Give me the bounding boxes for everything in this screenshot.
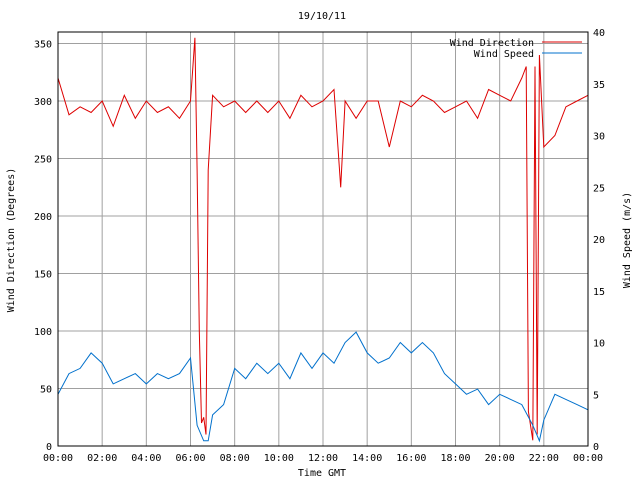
y-right-tick-label: 30	[593, 132, 605, 143]
tick-labels: 00:00 02:00 04:00 06:00 08:00 10:00 12:00 14:00…	[34, 28, 605, 464]
y-right-tick-label: 40	[593, 28, 605, 39]
y-axis-right-label: Wind Speed (m/s)	[622, 192, 633, 288]
x-tick-label: 12:00	[308, 453, 338, 464]
legend: Wind Direction Wind Speed	[450, 38, 582, 60]
plot-frame	[57, 31, 589, 447]
x-tick-label: 04:00	[131, 453, 161, 464]
chart-title: 19/10/11	[298, 11, 346, 22]
y-right-tick-label: 5	[593, 390, 599, 401]
x-tick-label: 00:00	[43, 453, 73, 464]
y-left-tick-label: 200	[34, 212, 52, 223]
series-lines	[57, 37, 589, 443]
x-tick-label: 06:00	[175, 453, 205, 464]
y-right-tick-label: 20	[593, 235, 605, 246]
y-right-tick-label: 35	[593, 80, 605, 91]
y-right-tick-label: 0	[593, 442, 599, 453]
y-left-tick-label: 350	[34, 40, 52, 51]
x-tick-label: 20:00	[485, 453, 515, 464]
x-axis-label: Time GMT	[298, 468, 346, 479]
y-right-tick-label: 25	[593, 183, 605, 194]
y-left-tick-label: 0	[46, 442, 52, 453]
y-right-tick-label: 15	[593, 287, 605, 298]
x-tick-label: 16:00	[396, 453, 426, 464]
series-line-wind-speed	[57, 331, 589, 443]
y-left-tick-label: 300	[34, 97, 52, 108]
y-right-tick-label: 10	[593, 339, 605, 350]
x-tick-label: 18:00	[440, 453, 470, 464]
x-tick-label: 02:00	[87, 453, 117, 464]
x-tick-label: 08:00	[220, 453, 250, 464]
y-left-tick-label: 100	[34, 327, 52, 338]
y-left-tick-label: 50	[40, 385, 52, 396]
y-left-tick-label: 250	[34, 155, 52, 166]
legend-label-direction: Wind Direction	[450, 38, 534, 49]
series-line-wind-direction	[57, 37, 589, 441]
y-axis-left-label: Wind Direction (Degrees)	[6, 168, 17, 313]
x-tick-label: 10:00	[264, 453, 294, 464]
legend-label-speed: Wind Speed	[474, 49, 534, 60]
x-tick-label: 14:00	[352, 453, 382, 464]
x-tick-label: 00:00	[573, 453, 603, 464]
x-tick-label: 22:00	[529, 453, 559, 464]
y-left-tick-label: 150	[34, 270, 52, 281]
